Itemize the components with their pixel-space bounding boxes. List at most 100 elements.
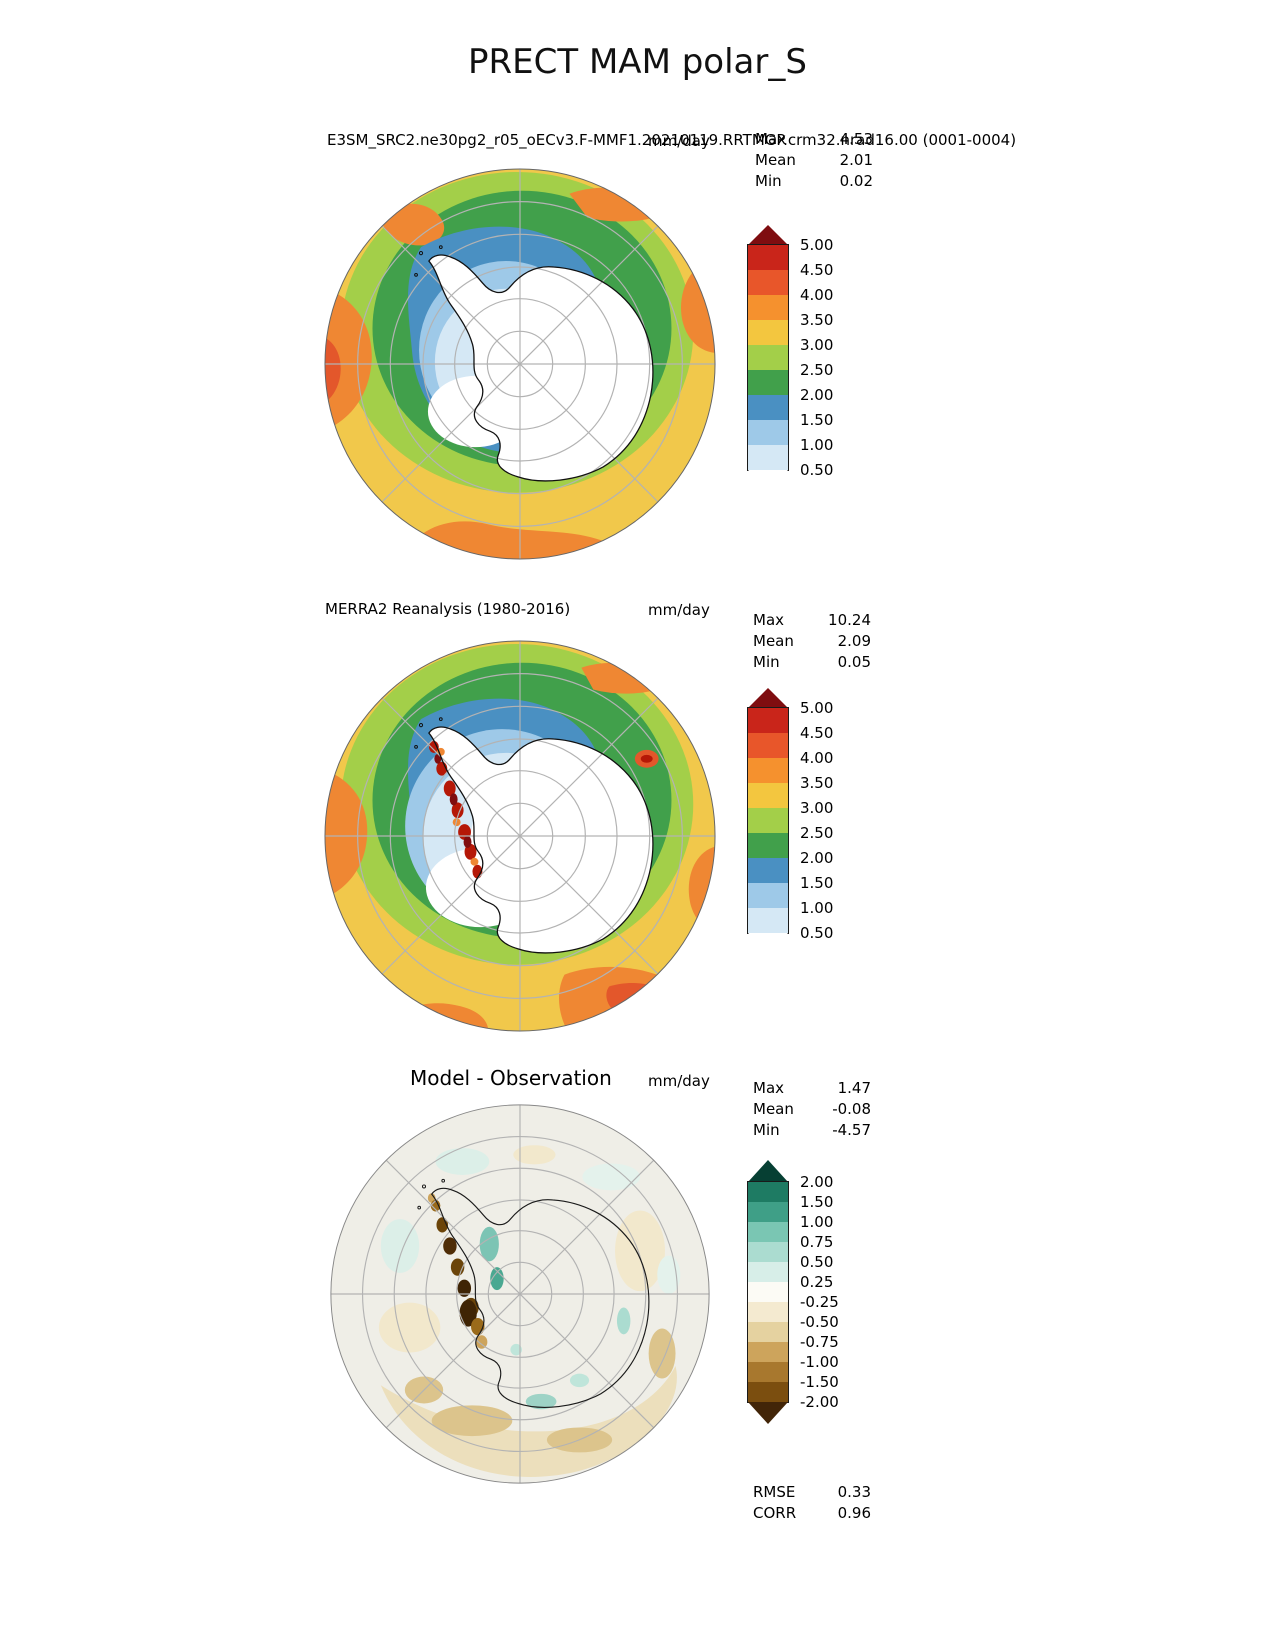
colorbar-tick-label: -0.75 bbox=[800, 1333, 839, 1351]
colorbar-segment bbox=[748, 883, 788, 908]
colorbar-tick-label: 1.50 bbox=[800, 874, 834, 892]
colorbar-segment bbox=[748, 1202, 788, 1222]
colorbar-segment bbox=[748, 1282, 788, 1302]
colorbar-segment bbox=[748, 1262, 788, 1282]
stat-row: Mean 2.09 bbox=[753, 631, 871, 652]
colorbar-segment bbox=[748, 708, 788, 733]
colorbar-segment bbox=[748, 1242, 788, 1262]
stat-value: 2.09 bbox=[837, 632, 871, 650]
metric-value: 0.33 bbox=[837, 1483, 871, 1501]
colorbar-tick-label: 1.00 bbox=[800, 1213, 834, 1231]
stat-value: 1.47 bbox=[837, 1079, 871, 1097]
stat-row: Min -4.57 bbox=[753, 1120, 871, 1141]
colorbar-segment bbox=[748, 1322, 788, 1342]
colorbar-segment bbox=[748, 733, 788, 758]
colorbar-segment bbox=[748, 1302, 788, 1322]
figure-title: PRECT MAM polar_S bbox=[468, 42, 807, 82]
colorbar-segment bbox=[748, 245, 788, 270]
colorbar-tick-label: 0.50 bbox=[800, 1253, 834, 1271]
stat-row: Max 1.47 bbox=[753, 1078, 871, 1099]
coastline bbox=[428, 254, 654, 482]
colorbar-tick-label: 4.50 bbox=[800, 724, 834, 742]
colorbar-top-arrow bbox=[748, 688, 788, 708]
metric-label: RMSE bbox=[753, 1483, 796, 1501]
colorbar-tick-label: 0.75 bbox=[800, 1233, 834, 1251]
stat-value: 0.05 bbox=[837, 653, 871, 671]
colorbar-tick-label: 2.50 bbox=[800, 361, 834, 379]
stat-label: Max bbox=[753, 611, 785, 629]
colorbar-tick-label: 3.50 bbox=[800, 774, 834, 792]
colorbar-tick-label: 1.00 bbox=[800, 899, 834, 917]
colorbar-tick-label: 0.50 bbox=[800, 461, 834, 479]
colorbar-tick-label: 4.50 bbox=[800, 261, 834, 279]
colorbar-tick-label: 2.00 bbox=[800, 386, 834, 404]
precip-colorbar-1: 5.00 4.50 4.00 3.50 3.00 2.50 2.00 1.50 1.00 0.50 bbox=[747, 225, 878, 490]
colorbar-tick-label: 1.00 bbox=[800, 436, 834, 454]
colorbar-segment bbox=[748, 783, 788, 808]
colorbar-body bbox=[747, 1181, 789, 1403]
graticule bbox=[330, 1104, 710, 1484]
stat-label: Max bbox=[755, 130, 787, 148]
colorbar-bottom-arrow bbox=[748, 1402, 788, 1424]
colorbar-segment bbox=[748, 808, 788, 833]
colorbar-segment bbox=[748, 345, 788, 370]
graticule bbox=[324, 168, 716, 560]
colorbar-tick-label: 3.50 bbox=[800, 311, 834, 329]
colorbar-bottom-arrow bbox=[748, 470, 788, 490]
colorbar-tick-label: 5.00 bbox=[800, 236, 834, 254]
stat-label: Max bbox=[753, 1079, 785, 1097]
colorbar-tick-label: -2.00 bbox=[800, 1393, 839, 1411]
panel1-stats-block: Max 4.53 Mean 2.01 Min 0.02 bbox=[755, 129, 873, 192]
stat-value: 2.01 bbox=[839, 151, 873, 169]
stat-label: Min bbox=[753, 653, 780, 671]
colorbar-segment bbox=[748, 320, 788, 345]
obs-map bbox=[324, 640, 716, 1032]
stat-label: Mean bbox=[755, 151, 796, 169]
metrics-block: RMSE 0.33 CORR 0.96 bbox=[753, 1482, 871, 1524]
colorbar-bottom-arrow bbox=[748, 933, 788, 953]
stat-row: Mean -0.08 bbox=[753, 1099, 871, 1120]
coastal-extremes bbox=[428, 740, 483, 879]
colorbar-segment bbox=[748, 295, 788, 320]
stat-value: -4.57 bbox=[832, 1121, 871, 1139]
stat-label: Min bbox=[755, 172, 782, 190]
colorbar-tick-label: -0.25 bbox=[800, 1293, 839, 1311]
colorbar-segment bbox=[748, 1222, 788, 1242]
colorbar-tick-label: -1.00 bbox=[800, 1353, 839, 1371]
colorbar-body bbox=[747, 244, 789, 471]
colorbar-top-arrow bbox=[748, 1160, 788, 1182]
panel1-units-label: mm/day bbox=[648, 132, 710, 150]
stat-row: Mean 2.01 bbox=[755, 150, 873, 171]
diff-map bbox=[330, 1104, 710, 1484]
colorbar-tick-label: 5.00 bbox=[800, 699, 834, 717]
panel2-units-label: mm/day bbox=[648, 601, 710, 619]
colorbar-segment bbox=[748, 1362, 788, 1382]
panel3-units-label: mm/day bbox=[648, 1072, 710, 1090]
stat-row: Min 0.02 bbox=[755, 171, 873, 192]
colorbar-segment bbox=[748, 758, 788, 783]
panel2-title: MERRA2 Reanalysis (1980-2016) bbox=[325, 600, 571, 618]
panel2-stats-block: Max 10.24 Mean 2.09 Min 0.05 bbox=[753, 610, 871, 673]
stat-label: Mean bbox=[753, 1100, 794, 1118]
peninsula-bias bbox=[427, 1193, 488, 1349]
colorbar-tick-label: -0.50 bbox=[800, 1313, 839, 1331]
stat-label: Mean bbox=[753, 632, 794, 650]
colorbar-tick-label: 0.50 bbox=[800, 924, 834, 942]
stat-value: -0.08 bbox=[832, 1100, 871, 1118]
metric-value: 0.96 bbox=[837, 1504, 871, 1522]
precip-colorbar-2: 5.00 4.50 4.00 3.50 3.00 2.50 2.00 1.50 1.00 0.50 bbox=[747, 688, 878, 953]
colorbar-tick-label: 1.50 bbox=[800, 411, 834, 429]
panel1-title: E3SM_SRC2.ne30pg2_r05_oECv3.F-MMF1.20210… bbox=[327, 131, 1017, 149]
colorbar-tick-label: 1.50 bbox=[800, 1193, 834, 1211]
colorbar-segment bbox=[748, 370, 788, 395]
stat-label: Min bbox=[753, 1121, 780, 1139]
colorbar-tick-label: 3.00 bbox=[800, 336, 834, 354]
stat-row: Max 4.53 bbox=[755, 129, 873, 150]
stat-row: Min 0.05 bbox=[753, 652, 871, 673]
colorbar-tick-label: 2.00 bbox=[800, 1173, 834, 1191]
colorbar-body bbox=[747, 707, 789, 934]
colorbar-segment bbox=[748, 1342, 788, 1362]
colorbar-segment bbox=[748, 395, 788, 420]
metric-label: CORR bbox=[753, 1504, 797, 1522]
